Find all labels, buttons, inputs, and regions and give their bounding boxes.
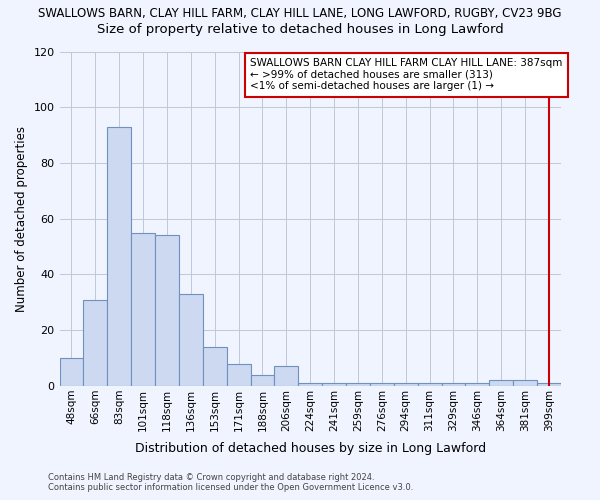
Bar bbox=[537, 383, 561, 386]
Bar bbox=[394, 383, 418, 386]
Bar bbox=[59, 358, 83, 386]
Bar bbox=[298, 383, 322, 386]
Bar bbox=[513, 380, 537, 386]
Bar bbox=[203, 347, 227, 386]
Bar bbox=[370, 383, 394, 386]
Text: Size of property relative to detached houses in Long Lawford: Size of property relative to detached ho… bbox=[97, 22, 503, 36]
Bar bbox=[489, 380, 513, 386]
Bar bbox=[107, 127, 131, 386]
Bar bbox=[346, 383, 370, 386]
Text: SWALLOWS BARN, CLAY HILL FARM, CLAY HILL LANE, LONG LAWFORD, RUGBY, CV23 9BG: SWALLOWS BARN, CLAY HILL FARM, CLAY HILL… bbox=[38, 8, 562, 20]
Text: SWALLOWS BARN CLAY HILL FARM CLAY HILL LANE: 387sqm
← >99% of detached houses ar: SWALLOWS BARN CLAY HILL FARM CLAY HILL L… bbox=[250, 58, 562, 92]
Bar bbox=[179, 294, 203, 386]
Y-axis label: Number of detached properties: Number of detached properties bbox=[15, 126, 28, 312]
Bar bbox=[418, 383, 442, 386]
Bar bbox=[442, 383, 466, 386]
Bar bbox=[274, 366, 298, 386]
Bar bbox=[131, 232, 155, 386]
Bar bbox=[466, 383, 489, 386]
Bar bbox=[83, 300, 107, 386]
Bar bbox=[227, 364, 251, 386]
Bar bbox=[322, 383, 346, 386]
Bar bbox=[155, 236, 179, 386]
Bar bbox=[251, 375, 274, 386]
Text: Contains HM Land Registry data © Crown copyright and database right 2024.
Contai: Contains HM Land Registry data © Crown c… bbox=[48, 473, 413, 492]
X-axis label: Distribution of detached houses by size in Long Lawford: Distribution of detached houses by size … bbox=[134, 442, 486, 455]
